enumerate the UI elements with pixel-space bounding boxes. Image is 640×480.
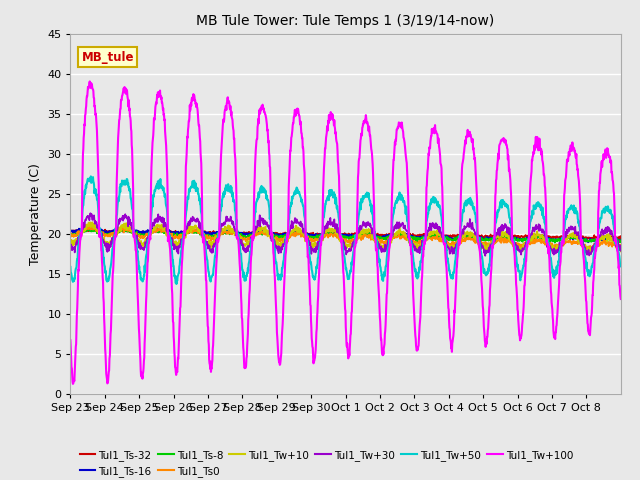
Title: MB Tule Tower: Tule Temps 1 (3/19/14-now): MB Tule Tower: Tule Temps 1 (3/19/14-now… xyxy=(196,14,495,28)
Legend: Tul1_Ts-32, Tul1_Ts-16, Tul1_Ts-8, Tul1_Ts0, Tul1_Tw+10, Tul1_Tw+30, Tul1_Tw+50,: Tul1_Ts-32, Tul1_Ts-16, Tul1_Ts-8, Tul1_… xyxy=(76,445,577,480)
Y-axis label: Temperature (C): Temperature (C) xyxy=(29,163,42,264)
Text: MB_tule: MB_tule xyxy=(81,50,134,63)
